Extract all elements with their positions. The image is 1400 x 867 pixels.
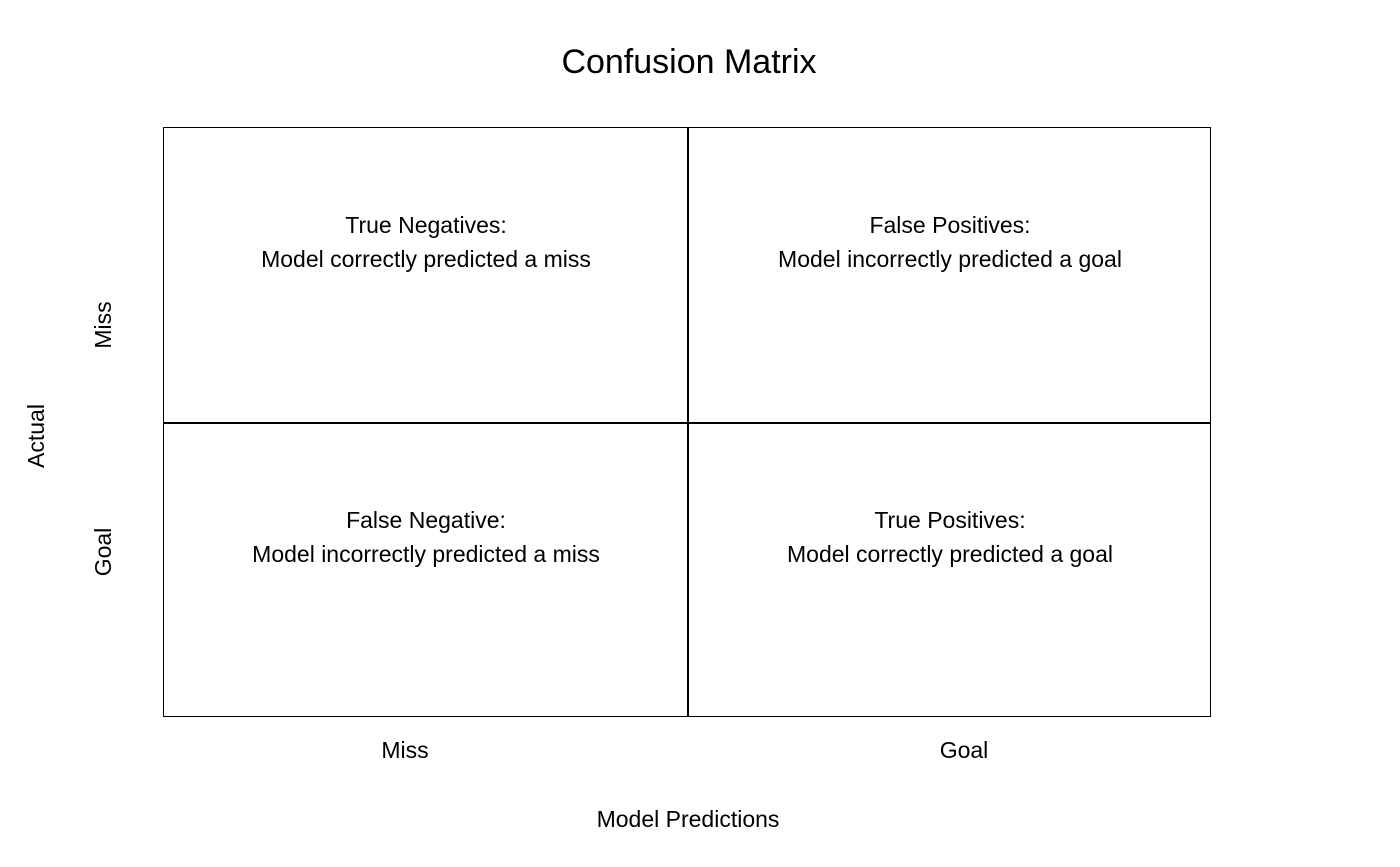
confusion-matrix-grid: True Negatives: Model correctly predicte… xyxy=(163,127,1211,717)
y-axis-label: Actual xyxy=(23,404,49,468)
column-label-goal: Goal xyxy=(939,737,989,763)
cell-true-negatives: True Negatives: Model correctly predicte… xyxy=(164,94,688,389)
cell-heading: False Positives: xyxy=(869,211,1031,238)
cell-description: Model correctly predicted a miss xyxy=(261,245,591,272)
cell-description: Model incorrectly predicted a miss xyxy=(252,540,600,567)
cell-description: Model correctly predicted a goal xyxy=(787,540,1113,567)
horizontal-divider xyxy=(164,422,1210,424)
diagram-title: Confusion Matrix xyxy=(561,43,817,81)
column-label-miss: Miss xyxy=(381,737,429,763)
cell-heading: True Positives: xyxy=(874,506,1026,533)
cell-false-positives: False Positives: Model incorrectly predi… xyxy=(688,94,1212,389)
cell-true-positives: True Positives: Model correctly predicte… xyxy=(688,389,1212,684)
row-label-miss: Miss xyxy=(90,301,116,349)
cell-heading: False Negative: xyxy=(346,506,506,533)
row-label-goal: Goal xyxy=(90,527,116,577)
x-axis-label: Model Predictions xyxy=(596,806,780,832)
cell-false-negative: False Negative: Model incorrectly predic… xyxy=(164,389,688,684)
cell-heading: True Negatives: xyxy=(345,211,507,238)
cell-description: Model incorrectly predicted a goal xyxy=(778,245,1122,272)
